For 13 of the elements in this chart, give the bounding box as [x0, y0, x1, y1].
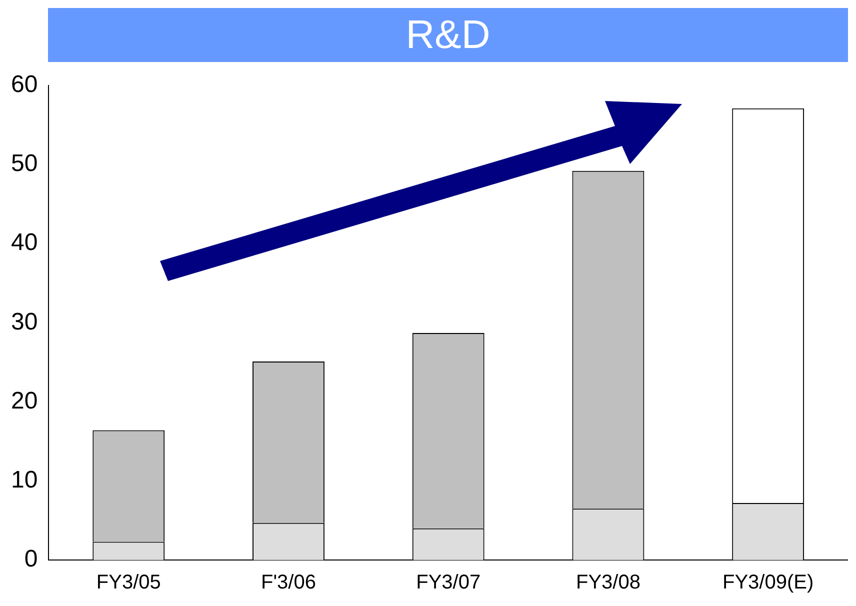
x-tick-label: FY3/07: [416, 572, 481, 594]
x-tick-label: FY3/05: [96, 572, 161, 594]
x-tick-label: FY3/09(E): [722, 572, 814, 594]
y-tick-label: 10: [10, 466, 38, 494]
y-tick-label: 40: [10, 229, 38, 256]
y-tick-label: 20: [10, 387, 38, 414]
x-tick-label: FY3/08: [576, 572, 640, 594]
y-tick-label: 50: [10, 150, 38, 178]
y-tick-label: 60: [10, 71, 38, 98]
y-tick-label: 30: [10, 308, 38, 336]
x-tick-label: F'3/06: [261, 572, 316, 594]
y-tick-label: 0: [24, 546, 38, 573]
chart-title: R&D: [48, 8, 848, 62]
